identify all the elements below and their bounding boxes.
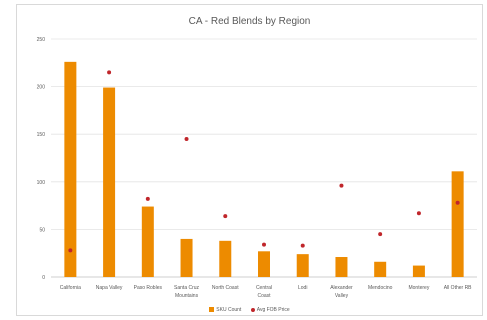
x-tick-label: Lodi <box>298 285 307 291</box>
x-tick-label: California <box>60 285 81 291</box>
data-point <box>68 248 73 253</box>
x-tick-label: Coast <box>257 293 271 299</box>
bar <box>374 261 387 277</box>
bar <box>180 238 193 277</box>
bar <box>141 206 154 277</box>
y-tick-label: 250 <box>37 37 46 43</box>
bar <box>64 61 77 278</box>
chart-title: CA - Red Blends by Region <box>188 16 311 27</box>
x-tick-label: Mountains <box>175 293 199 299</box>
data-point <box>339 183 344 188</box>
legend-swatch-avg-fob-price <box>250 307 255 312</box>
y-tick-label: 150 <box>37 132 46 138</box>
data-point <box>107 70 112 75</box>
chart-plot: 0 50 100 150 200 250 California Napa Valley Pas… <box>37 37 477 299</box>
bar <box>103 87 116 277</box>
y-tick-label: 50 <box>39 227 45 233</box>
x-tick-label: All Other RB <box>444 285 472 291</box>
bar <box>335 257 348 277</box>
bar <box>219 240 232 277</box>
bar <box>451 171 464 277</box>
data-point <box>378 232 383 237</box>
bar <box>258 251 270 277</box>
x-tick-label: Santa Cruz <box>174 285 200 291</box>
x-tick-label: Alexander <box>330 285 353 291</box>
bar <box>296 254 309 277</box>
chart-legend: SKU Count Avg FOB Price <box>17 307 482 313</box>
data-point <box>223 214 228 219</box>
legend-label-sku-count: SKU Count <box>216 307 242 313</box>
data-point <box>416 211 421 216</box>
y-tick-label: 200 <box>37 85 46 91</box>
data-point <box>145 196 150 201</box>
data-point <box>455 200 460 205</box>
legend-item-sku-count: SKU Count <box>209 307 241 313</box>
x-tick-label: Paso Robles <box>134 285 163 291</box>
y-tick-label: 0 <box>42 275 45 281</box>
x-tick-label: Valley <box>335 293 349 299</box>
legend-label-avg-fob-price: Avg FOB Price <box>256 307 290 313</box>
data-point <box>300 243 305 248</box>
data-point <box>184 136 189 141</box>
x-tick-label: Central <box>256 285 272 291</box>
x-tick-label: North Coast <box>212 285 239 291</box>
legend-item-avg-fob-price: Avg FOB Price <box>250 307 290 313</box>
legend-swatch-sku-count <box>209 307 215 313</box>
x-tick-label: Mendocino <box>368 285 393 291</box>
x-tick-label: Napa Valley <box>96 285 123 291</box>
x-tick-label: Monterey <box>408 285 429 291</box>
bar <box>412 265 425 277</box>
y-tick-label: 100 <box>37 180 46 186</box>
chart-frame: CA - Red Blends by Region 0 50 100 150 200 25… <box>16 4 483 316</box>
data-point <box>262 242 266 247</box>
